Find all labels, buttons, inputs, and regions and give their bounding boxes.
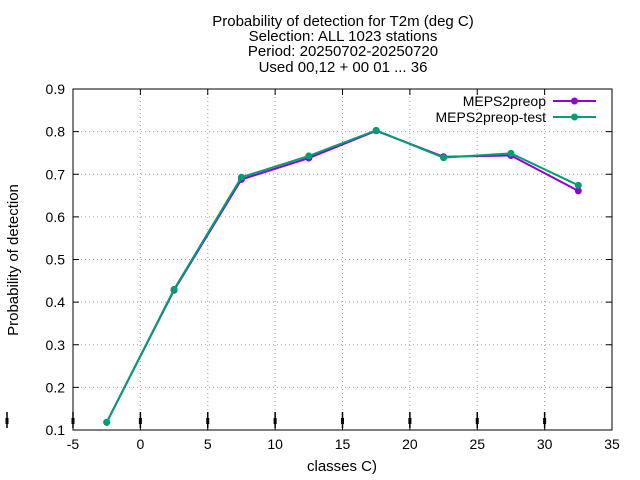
class-marker-dot [341, 418, 344, 424]
legend-label: MEPS2preop-test [436, 109, 547, 125]
class-marker [341, 412, 344, 428]
class-marker-dot [543, 418, 547, 424]
legend-entry-2: MEPS2preop-test [436, 109, 596, 125]
y-tick-label: 0.7 [46, 166, 66, 182]
tick-labels: -5 0 5 10 15 20 25 30 35 0.1 0.2 0.3 0.4 0.5 0.6 0.7 0.8… [46, 81, 620, 452]
x-tick-label: 20 [402, 436, 418, 452]
plot-border [72, 88, 613, 431]
legend-swatch-marker [571, 97, 578, 105]
y-tick-label: 0.9 [46, 81, 66, 97]
x-tick-label: 30 [537, 436, 553, 452]
class-markers [5, 412, 547, 428]
title-line-3: Period: 20250702-20250720 [248, 43, 438, 60]
class-marker [71, 412, 75, 428]
y-tick-label: 0.5 [46, 252, 66, 268]
y-tick-label: 0.6 [46, 209, 66, 225]
grid [73, 89, 612, 430]
x-tick-label: 5 [204, 436, 212, 452]
class-marker-dot [5, 418, 9, 424]
title-line-2: Selection: ALL 1023 stations [249, 28, 438, 45]
x-tick-label: 15 [335, 436, 351, 452]
data-point [507, 149, 515, 157]
class-marker [138, 412, 142, 428]
y-tick-label: 0.3 [46, 337, 66, 353]
x-tick-label: -5 [67, 436, 80, 452]
class-marker-dot [475, 418, 479, 424]
class-marker [206, 412, 210, 428]
data-point [372, 126, 380, 134]
class-marker-dot [138, 418, 142, 424]
legend-swatch-marker [571, 113, 578, 121]
series-layer [103, 126, 582, 426]
y-tick-label: 0.2 [46, 379, 66, 395]
x-tick-label: 35 [604, 436, 620, 452]
class-marker-dot [71, 418, 75, 424]
data-point [440, 154, 448, 162]
class-marker [408, 412, 412, 428]
chart-title: Probability of detection for T2m (deg C)… [212, 13, 474, 76]
legend-entry-1: MEPS2preop [463, 93, 596, 109]
y-tick-label: 0.4 [46, 294, 66, 310]
data-point [574, 187, 582, 195]
x-tick-label: 25 [469, 436, 485, 452]
y-tick-label: 0.1 [46, 422, 66, 438]
class-marker-dot [408, 418, 412, 424]
class-marker [273, 412, 277, 428]
series-line [105, 129, 579, 423]
data-point [103, 418, 111, 426]
legend-label: MEPS2preop [463, 93, 546, 109]
y-axis-label: Probability of detection [5, 184, 22, 336]
series-2 [103, 126, 582, 426]
title-line-1: Probability of detection for T2m (deg C) [212, 13, 474, 30]
title-line-4: Used 00,12 + 00 01 ... 36 [259, 59, 428, 76]
x-axis-label: classes C) [307, 458, 377, 475]
data-point [574, 181, 582, 189]
class-marker-dot [273, 418, 277, 424]
class-marker [5, 412, 9, 428]
data-point [305, 152, 313, 160]
x-tick-label: 10 [267, 436, 283, 452]
x-tick-label: 0 [136, 436, 144, 452]
data-point [170, 285, 178, 293]
class-marker [543, 412, 547, 428]
data-point [237, 173, 245, 181]
y-tick-label: 0.8 [46, 124, 66, 140]
class-marker-dot [206, 418, 210, 424]
class-marker [475, 412, 479, 428]
